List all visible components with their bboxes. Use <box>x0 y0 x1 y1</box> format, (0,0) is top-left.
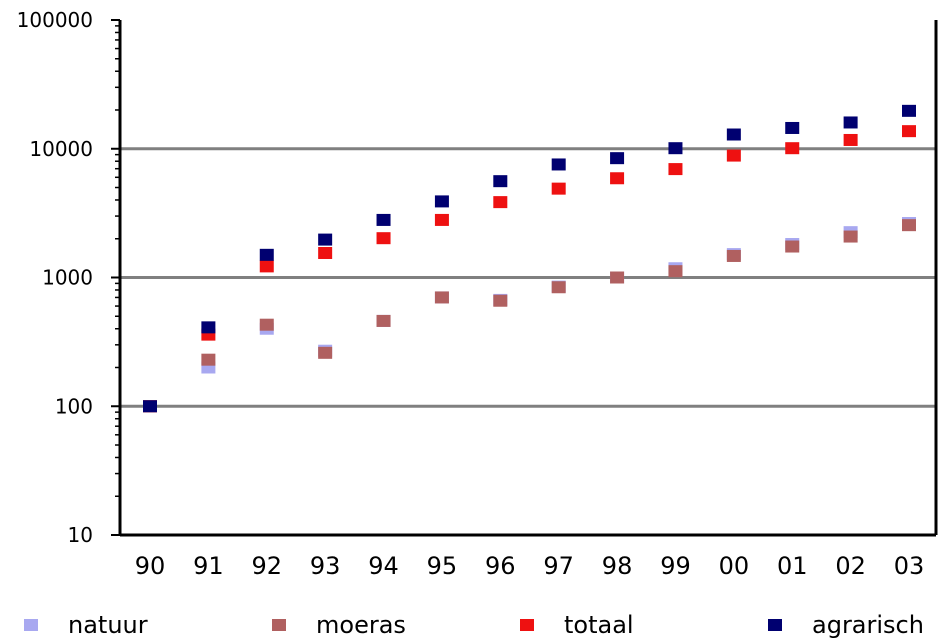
point-agrarisch <box>843 116 858 129</box>
point-totaal <box>434 213 449 226</box>
x-tick-label: 91 <box>193 552 224 580</box>
point-moeras <box>259 318 274 331</box>
x-axis-tick-labels: 90 91 92 93 94 95 96 97 98 99 00 01 02 03 <box>135 552 925 580</box>
point-agrarisch <box>318 233 333 246</box>
legend-item-agrarisch: agrarisch <box>768 608 924 641</box>
x-tick-label: 92 <box>251 552 282 580</box>
point-agrarisch <box>434 195 449 208</box>
point-totaal <box>668 163 683 176</box>
x-tick-label: 99 <box>660 552 691 580</box>
point-moeras <box>610 271 625 284</box>
legend: natuur moeras totaal agrarisch <box>0 608 943 641</box>
point-moeras <box>493 294 508 307</box>
x-tick-label: 00 <box>719 552 750 580</box>
point-moeras <box>318 346 333 359</box>
point-agrarisch <box>201 321 216 334</box>
x-tick-label: 93 <box>310 552 341 580</box>
point-totaal <box>843 133 858 146</box>
point-agrarisch <box>610 152 625 165</box>
point-totaal <box>610 172 625 185</box>
y-tick-label: 100000 <box>17 8 93 32</box>
legend-label-agrarisch: agrarisch <box>812 610 924 639</box>
point-agrarisch <box>259 248 274 261</box>
x-tick-label: 03 <box>894 552 925 580</box>
x-tick-label: 96 <box>485 552 516 580</box>
legend-swatch-totaal <box>520 618 534 631</box>
point-moeras <box>201 353 216 366</box>
point-totaal <box>259 260 274 273</box>
point-totaal <box>726 149 741 162</box>
point-agrarisch <box>785 121 800 134</box>
y-tick-label: 10000 <box>29 137 93 161</box>
point-moeras <box>726 249 741 262</box>
point-moeras <box>902 219 916 232</box>
x-tick-label: 90 <box>135 552 166 580</box>
legend-item-totaal: totaal <box>520 608 634 641</box>
x-tick-label: 95 <box>427 552 458 580</box>
legend-label-moeras: moeras <box>316 610 406 639</box>
point-agrarisch <box>143 400 157 413</box>
point-moeras <box>376 314 391 327</box>
data-points <box>143 104 916 413</box>
y-tick-label: 1000 <box>42 266 93 290</box>
legend-item-moeras: moeras <box>272 608 406 641</box>
legend-label-totaal: totaal <box>564 610 634 639</box>
point-totaal <box>376 232 391 245</box>
gridlines <box>120 147 936 408</box>
legend-swatch-moeras <box>272 618 286 631</box>
point-agrarisch <box>551 158 566 171</box>
legend-swatch-agrarisch <box>768 618 782 631</box>
x-tick-label: 01 <box>777 552 808 580</box>
legend-label-natuur: natuur <box>68 610 148 639</box>
x-tick-label: 94 <box>368 552 399 580</box>
y-tick-label: 100 <box>55 394 93 418</box>
legend-swatch-natuur <box>24 618 38 631</box>
point-agrarisch <box>902 104 916 117</box>
y-axis-tick-labels: 10 100 1000 10000 100000 <box>17 8 93 547</box>
point-totaal <box>551 182 566 195</box>
point-moeras <box>434 291 449 304</box>
point-totaal <box>318 246 333 259</box>
legend-item-natuur: natuur <box>24 608 148 641</box>
x-tick-label: 98 <box>602 552 633 580</box>
point-moeras <box>668 265 683 278</box>
x-tick-label: 02 <box>835 552 866 580</box>
point-moeras <box>843 230 858 243</box>
point-agrarisch <box>493 175 508 188</box>
point-totaal <box>902 125 916 138</box>
point-agrarisch <box>726 128 741 141</box>
point-totaal <box>493 196 508 209</box>
point-totaal <box>785 142 800 155</box>
point-moeras <box>785 240 800 253</box>
point-agrarisch <box>668 142 683 155</box>
y-tick-label: 10 <box>68 523 93 547</box>
point-agrarisch <box>376 213 391 226</box>
point-moeras <box>551 281 566 294</box>
x-tick-label: 97 <box>543 552 574 580</box>
